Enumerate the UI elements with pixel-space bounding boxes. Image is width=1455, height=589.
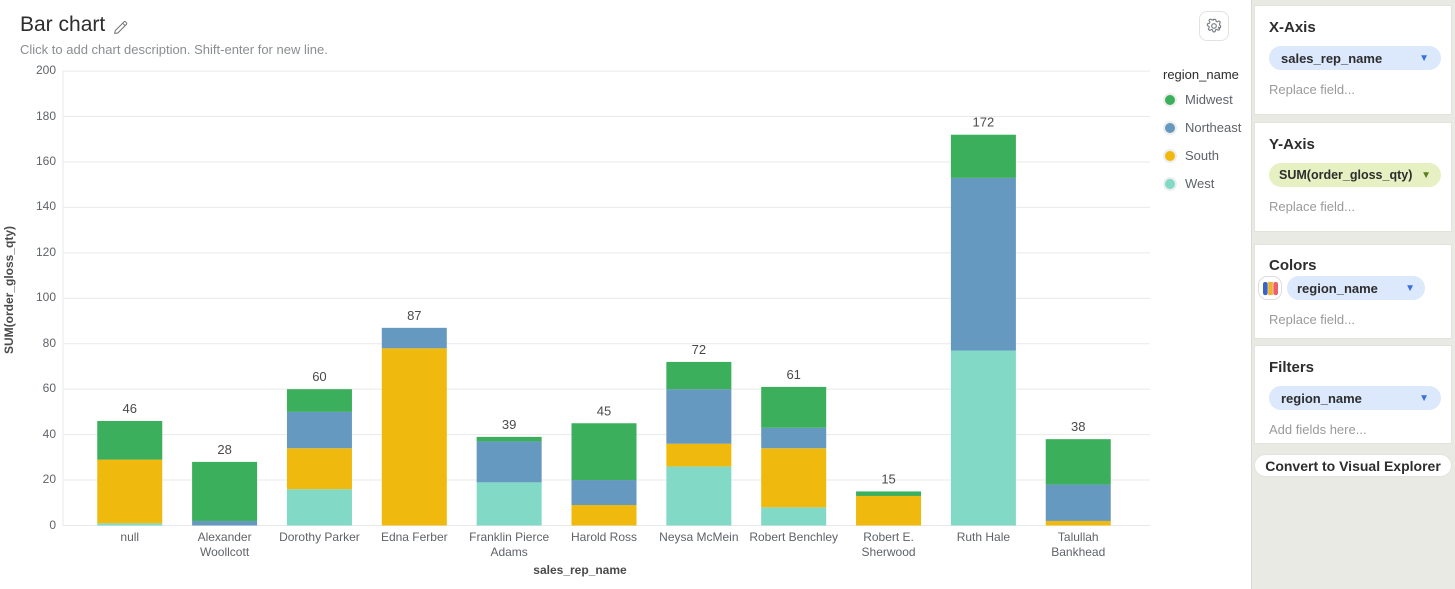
svg-text:87: 87 (407, 308, 421, 323)
svg-text:38: 38 (1071, 419, 1085, 434)
svg-text:39: 39 (502, 417, 516, 432)
svg-text:72: 72 (692, 342, 706, 357)
svg-text:61: 61 (786, 367, 800, 382)
svg-text:172: 172 (973, 115, 995, 130)
svg-text:15: 15 (881, 471, 895, 486)
svg-text:45: 45 (597, 403, 611, 418)
svg-text:46: 46 (123, 401, 137, 416)
svg-text:28: 28 (217, 442, 231, 457)
svg-text:60: 60 (312, 369, 326, 384)
